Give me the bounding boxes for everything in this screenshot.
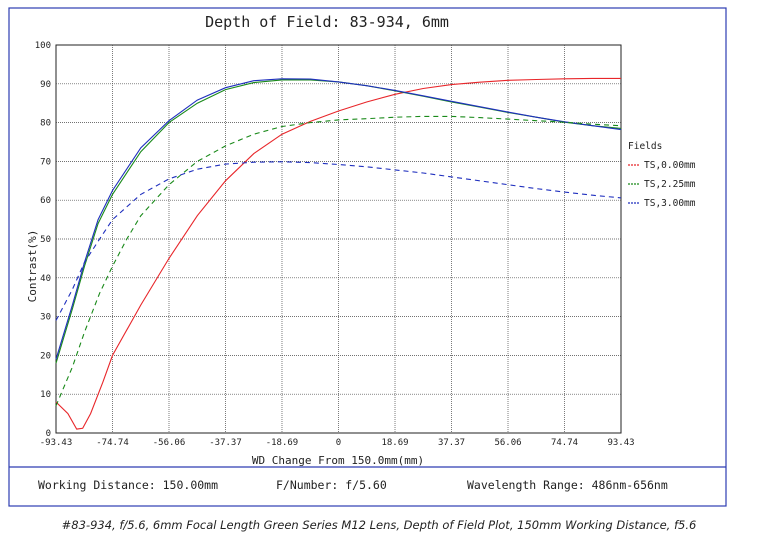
legend-label: TS,2.25mm (644, 179, 696, 190)
series-line-ts-3-00mm-dashed (55, 161, 622, 321)
x-tick-label: -37.37 (209, 438, 242, 448)
legend-title: Fields (628, 141, 662, 152)
legend-label: TS,0.00mm (644, 160, 696, 171)
legend-label: TS,3.00mm (644, 198, 696, 209)
y-tick-label: 20 (40, 351, 51, 361)
y-tick-label: 60 (40, 196, 51, 206)
wavelength-text: Wavelength Range: 486nm-656nm (467, 478, 668, 492)
series-line-ts-3-00mm (55, 78, 622, 360)
y-tick-label: 40 (40, 274, 51, 284)
y-tick-label: 80 (40, 119, 51, 129)
series-line-ts-0-00mm (55, 77, 621, 430)
y-tick-label: 0 (46, 429, 51, 439)
figure-caption: #83-934, f/5.6, 6mm Focal Length Green S… (61, 518, 697, 532)
x-tick-label: -18.69 (266, 438, 299, 448)
y-tick-label: 30 (40, 313, 51, 323)
y-tick-label: 50 (40, 235, 51, 245)
chart-frame (8, 7, 727, 507)
x-tick-label: -56.06 (153, 438, 186, 448)
f-number-text: F/Number: f/5.60 (276, 478, 387, 492)
x-tick-label: -93.43 (40, 438, 73, 448)
y-tick-labels: 0 10 20 30 40 50 60 70 80 90 100 (35, 41, 51, 439)
x-tick-label: 0 (336, 438, 341, 448)
x-axis-label: WD Change From 150.0mm(mm) (252, 454, 424, 467)
y-axis-label: Contrast(%) (26, 230, 39, 303)
x-tick-label: 18.69 (381, 438, 408, 448)
legend: TS,0.00mm TS,2.25mm TS,3.00mm (628, 160, 696, 209)
y-tick-label: 90 (40, 80, 51, 90)
working-distance-text: Working Distance: 150.00mm (38, 478, 218, 492)
x-tick-label: 74.74 (551, 438, 578, 448)
curves (55, 77, 622, 430)
x-tick-labels: -93.43 -74.74 -56.06 -37.37 -18.69 0 18.69 37.3… (40, 438, 635, 448)
x-tick-label: 37.37 (438, 438, 465, 448)
grid (56, 45, 621, 433)
y-tick-label: 70 (40, 157, 51, 167)
series-line-ts-0-00mm-dashed (55, 115, 622, 407)
chart-title: Depth of Field: 83-934, 6mm (205, 13, 449, 31)
x-tick-label: 93.43 (607, 438, 634, 448)
y-tick-label: 10 (40, 390, 51, 400)
x-tick-label: 56.06 (494, 438, 521, 448)
y-tick-label: 100 (35, 41, 51, 51)
x-tick-label: -74.74 (96, 438, 129, 448)
